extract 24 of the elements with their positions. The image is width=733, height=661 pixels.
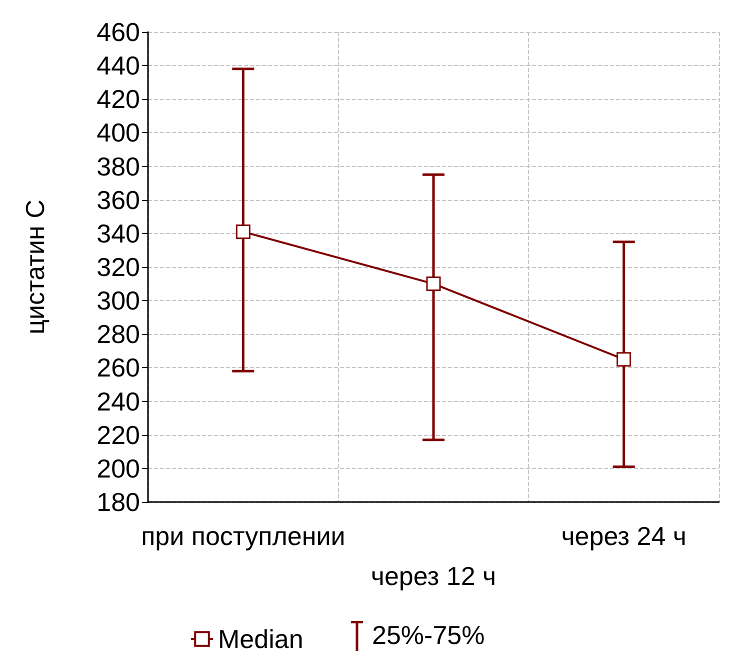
point [616,352,632,367]
y-tick-label: 280 [96,319,140,350]
x-tick-label: через 24 ч [561,521,686,551]
x-tick-label: при поступлении [141,521,346,551]
point [426,276,441,292]
y-tick-label: 200 [96,453,140,484]
y-tick-label: 300 [96,286,140,316]
legend-label: Median [218,624,304,654]
y-tick-label: 400 [96,118,140,148]
y-tick-label: 360 [96,184,140,215]
y-tick-label: 180 [96,487,140,517]
y-tick-label: 260 [96,352,140,383]
x-tick-label: через 12 ч [370,561,496,591]
y-tick-label: 320 [96,252,140,282]
y-tick-label: 420 [96,84,140,114]
text: 25%-75% [372,620,485,651]
y-axis-title: цистатин С [20,200,50,334]
y-tick-label: 440 [96,50,140,81]
y-tick-label: 340 [96,218,140,248]
y-tick-label: 460 [96,17,140,47]
point [236,224,250,239]
y-tick-label: 240 [96,386,140,416]
y-tick-label: 380 [96,151,140,182]
y-tick-label: 220 [96,420,140,450]
